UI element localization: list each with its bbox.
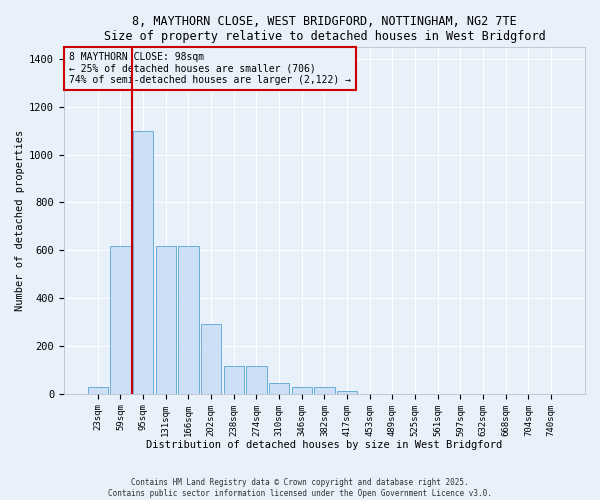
- Bar: [88, 386, 108, 394]
- Bar: [246, 366, 266, 394]
- Y-axis label: Number of detached properties: Number of detached properties: [15, 130, 25, 311]
- Bar: [337, 392, 358, 394]
- Text: Contains HM Land Registry data © Crown copyright and database right 2025.
Contai: Contains HM Land Registry data © Crown c…: [108, 478, 492, 498]
- Bar: [224, 366, 244, 394]
- Bar: [110, 246, 131, 394]
- X-axis label: Distribution of detached houses by size in West Bridgford: Distribution of detached houses by size …: [146, 440, 503, 450]
- Bar: [133, 130, 154, 394]
- Title: 8, MAYTHORN CLOSE, WEST BRIDGFORD, NOTTINGHAM, NG2 7TE
Size of property relative: 8, MAYTHORN CLOSE, WEST BRIDGFORD, NOTTI…: [104, 15, 545, 43]
- Bar: [314, 386, 335, 394]
- Bar: [201, 324, 221, 394]
- Bar: [178, 246, 199, 394]
- Text: 8 MAYTHORN CLOSE: 98sqm
← 25% of detached houses are smaller (706)
74% of semi-d: 8 MAYTHORN CLOSE: 98sqm ← 25% of detache…: [69, 52, 351, 86]
- Bar: [292, 386, 312, 394]
- Bar: [269, 383, 289, 394]
- Bar: [155, 246, 176, 394]
